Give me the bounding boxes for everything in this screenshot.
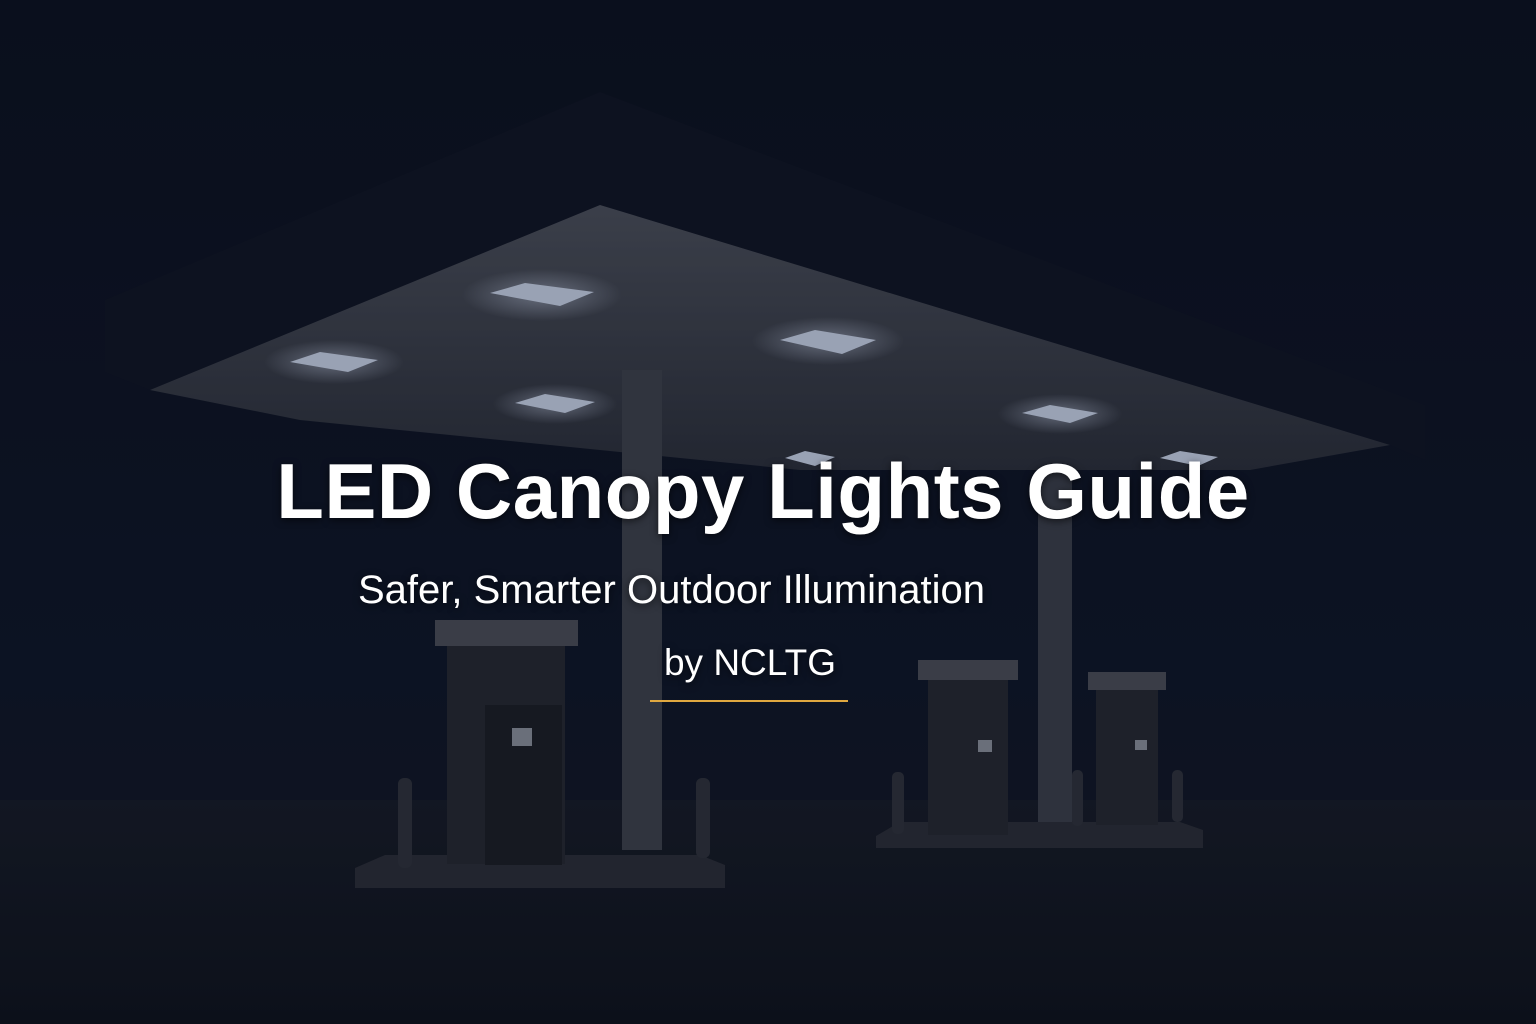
- fuel-pump: [398, 620, 710, 868]
- pavement: [0, 800, 1536, 1024]
- fuel-pump: [892, 660, 1183, 835]
- hero-byline: by NCLTG: [663, 642, 836, 683]
- canopy-lights: [264, 269, 1218, 466]
- accent-divider: [650, 700, 848, 702]
- hero-subtitle: Safer, Smarter Outdoor Illumination: [358, 568, 985, 612]
- canopy-column: [1038, 470, 1072, 825]
- canopy-column: [622, 370, 662, 850]
- hero-title: LED Canopy Lights Guide: [276, 447, 1250, 535]
- canopy-fascia: [105, 92, 1425, 460]
